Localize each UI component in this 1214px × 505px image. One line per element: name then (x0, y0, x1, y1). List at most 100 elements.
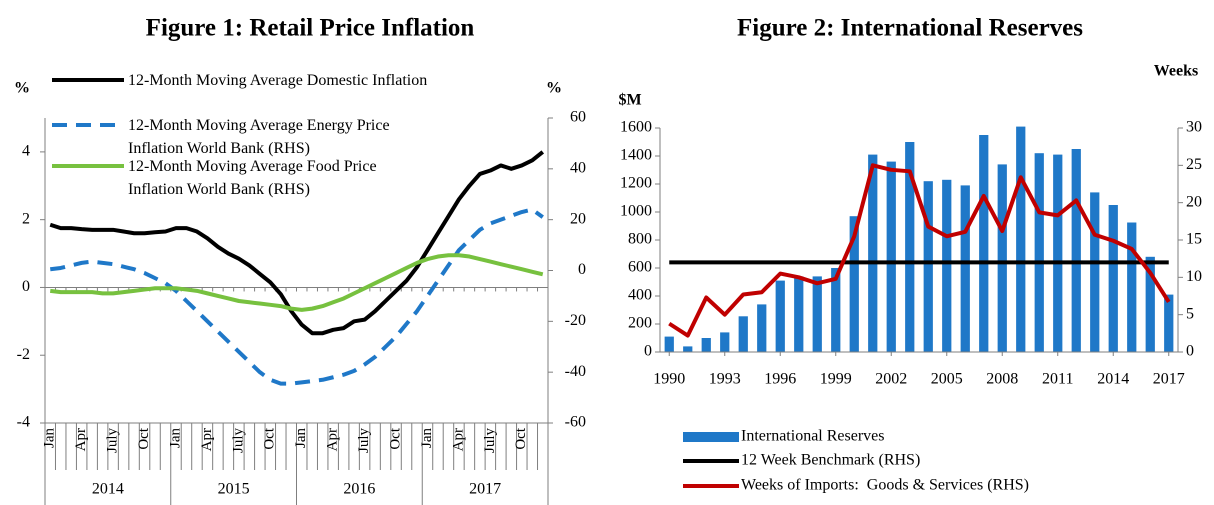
y-tick-label: 400 (628, 287, 652, 304)
legend-swatch (683, 432, 739, 442)
bar (923, 181, 933, 352)
line-series (49, 150, 545, 336)
x-tick-label: Apr (325, 428, 341, 451)
x-tick-label: 2011 (1042, 371, 1073, 388)
y-tick-label: 800 (628, 231, 652, 248)
line-series (49, 207, 544, 386)
bar (664, 336, 674, 352)
x-group-label: 2016 (343, 481, 375, 498)
x-tick-label: Jan (293, 428, 309, 448)
x-tick-label: 2008 (986, 371, 1018, 388)
bar (720, 332, 730, 352)
bar (738, 316, 748, 352)
y2-tick-label: 40 (570, 160, 586, 177)
y2-tick-label: -20 (565, 312, 586, 329)
bar (997, 164, 1007, 352)
y2-tick-label: 0 (578, 261, 586, 278)
bar (1164, 294, 1174, 352)
chart-title: Figure 2: International Reserves (737, 15, 1083, 42)
y2-tick-label: 60 (570, 109, 586, 126)
legend-label: Weeks of Imports: Goods & Services (RHS) (741, 477, 1029, 494)
bar (812, 276, 822, 352)
bar (1016, 126, 1026, 352)
y-tick-label: 200 (628, 315, 652, 332)
y-tick-label: -2 (17, 346, 30, 363)
y2-tick-label: -40 (565, 363, 586, 380)
y2-tick-label: -60 (565, 414, 586, 431)
x-tick-label: 1999 (820, 371, 852, 388)
legend-label: 12 Week Benchmark (RHS) (741, 452, 920, 469)
x-tick-label: Apr (73, 428, 89, 451)
chart-title: Figure 1: Retail Price Inflation (146, 15, 475, 42)
bar (942, 179, 952, 352)
bar (1108, 205, 1118, 352)
y2-tick-label: 10 (1186, 268, 1202, 285)
bar (1145, 256, 1155, 352)
legend-label: 12-Month Moving Average Food Price Infla… (128, 158, 377, 198)
bar (868, 154, 878, 352)
bar (1071, 149, 1081, 352)
x-tick-label: Oct (513, 427, 529, 449)
x-tick-label: July (356, 428, 372, 454)
y-axis-label: % (14, 80, 30, 97)
bar (960, 185, 970, 352)
y2-tick-label: 15 (1186, 231, 1202, 248)
y-tick-label: 1000 (620, 203, 652, 220)
y-tick-label: -4 (17, 414, 30, 431)
x-group-label: 2014 (92, 481, 124, 498)
y-tick-label: 1600 (620, 119, 652, 136)
x-tick-label: Jan (419, 428, 435, 448)
y-tick-label: 1200 (620, 175, 652, 192)
x-tick-label: 1993 (709, 371, 741, 388)
line-series (49, 253, 544, 312)
x-tick-label: 1990 (653, 371, 685, 388)
bar (683, 346, 693, 352)
y2-tick-label: 30 (1186, 119, 1202, 136)
x-tick-label: Oct (262, 427, 278, 449)
y2-tick-label: 20 (1186, 193, 1202, 210)
legend-label: 12-Month Moving Average Energy Price Inf… (128, 117, 390, 157)
bar (1090, 192, 1100, 352)
x-tick-label: July (230, 428, 246, 454)
bar (886, 161, 896, 352)
x-tick-label: Apr (199, 428, 215, 451)
bar (701, 338, 711, 352)
bar (757, 304, 767, 352)
x-tick-label: July (105, 428, 121, 454)
y-tick-label: 2 (22, 210, 30, 227)
x-tick-label: 1996 (764, 371, 796, 388)
x-tick-label: 2017 (1153, 371, 1185, 388)
x-tick-label: Jan (167, 428, 183, 448)
bar (775, 280, 785, 352)
x-tick-label: Apr (450, 428, 466, 451)
x-tick-label: Oct (387, 427, 403, 449)
x-tick-label: 2005 (931, 371, 963, 388)
y2-tick-label: 25 (1186, 156, 1202, 173)
bar (849, 216, 859, 352)
y-axis-label: $M (618, 92, 641, 109)
bar (1053, 154, 1063, 352)
bar (905, 142, 915, 352)
y-tick-label: 4 (22, 143, 30, 160)
x-tick-label: 2014 (1097, 371, 1129, 388)
legend-label: International Reserves (741, 428, 885, 445)
x-tick-label: Oct (136, 427, 152, 449)
y-tick-label: 0 (22, 278, 30, 295)
y-tick-label: 1400 (620, 147, 652, 164)
x-tick-label: 2002 (875, 371, 907, 388)
bar (794, 276, 804, 352)
legend-label: 12-Month Moving Average Domestic Inflati… (128, 72, 428, 89)
x-tick-label: Jan (42, 428, 58, 448)
bar (979, 135, 989, 352)
bar (831, 268, 841, 352)
y2-tick-label: 5 (1186, 305, 1194, 322)
x-group-label: 2015 (218, 481, 250, 498)
x-tick-label: July (482, 428, 498, 454)
y2-tick-label: 0 (1186, 343, 1194, 360)
bar (1127, 222, 1137, 352)
y-tick-label: 0 (644, 343, 652, 360)
y2-axis-label: % (546, 80, 562, 97)
x-group-label: 2017 (469, 481, 501, 498)
